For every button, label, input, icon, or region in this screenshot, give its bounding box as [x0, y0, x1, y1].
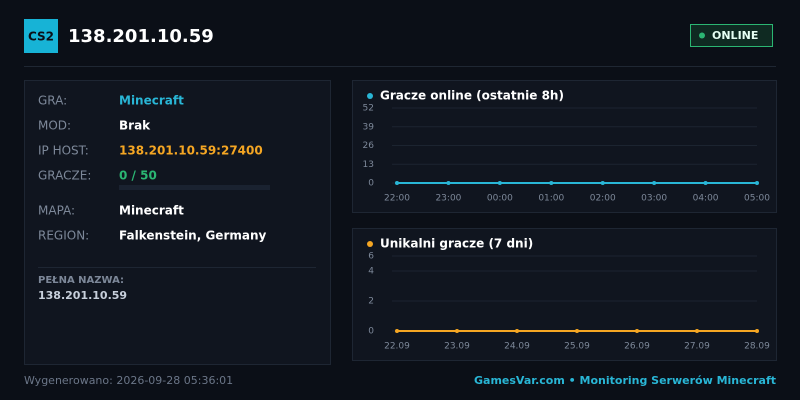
y-tick-label: 0 — [368, 179, 374, 189]
x-tick-label: 01:00 — [538, 194, 564, 204]
full-name-label: PEŁNA NAZWA: — [38, 275, 124, 286]
info-value: Minecraft — [119, 94, 184, 108]
point — [515, 329, 519, 333]
info-label: GRA: — [38, 94, 67, 108]
x-tick-label: 02:00 — [590, 194, 616, 204]
point — [395, 329, 399, 333]
footer-generated: Wygenerowano: 2026-09-28 05:36:01 — [24, 374, 233, 387]
point — [695, 329, 699, 333]
point — [652, 181, 657, 185]
info-label: GRACZE: — [38, 169, 91, 183]
status-text: ONLINE — [712, 29, 758, 42]
full-name-value: 138.201.10.59 — [38, 289, 127, 302]
point — [395, 181, 399, 185]
status-badge — [690, 24, 773, 47]
x-tick-label: 22:00 — [384, 194, 410, 204]
point — [575, 329, 579, 333]
y-tick-label: 6 — [368, 252, 374, 262]
title-dot — [367, 241, 373, 247]
info-label: REGION: — [38, 229, 89, 243]
x-tick-label: 24.09 — [504, 342, 530, 352]
chart-title: Gracze online (ostatnie 8h) — [380, 89, 564, 103]
info-value: Minecraft — [119, 204, 184, 218]
x-tick-label: 27.09 — [684, 342, 710, 352]
info-panel — [24, 80, 331, 365]
y-tick-label: 52 — [363, 104, 374, 114]
point — [446, 181, 451, 185]
chart-title: Unikalni gracze (7 dni) — [380, 237, 533, 251]
x-tick-label: 03:00 — [641, 194, 667, 204]
info-label: MOD: — [38, 119, 71, 133]
info-value: 138.201.10.59:27400 — [119, 144, 263, 158]
point — [703, 181, 708, 185]
y-tick-label: 2 — [368, 297, 374, 307]
point — [600, 181, 605, 185]
x-tick-label: 00:00 — [487, 194, 513, 204]
badge-text: CS2 — [28, 30, 54, 44]
info-value: 0 / 50 — [119, 169, 157, 183]
point — [455, 329, 459, 333]
x-tick-label: 05:00 — [744, 194, 770, 204]
x-tick-label: 26.09 — [624, 342, 650, 352]
point — [497, 181, 502, 185]
title-dot — [367, 93, 373, 99]
info-label: MAPA: — [38, 204, 75, 218]
info-value: Brak — [119, 119, 151, 133]
chart-panel — [352, 80, 777, 213]
point — [755, 329, 759, 333]
chart-panel — [352, 228, 777, 361]
point — [549, 181, 554, 185]
y-tick-label: 39 — [363, 122, 375, 132]
status-dot — [699, 32, 705, 39]
x-tick-label: 22.09 — [384, 342, 410, 352]
x-tick-label: 04:00 — [693, 194, 719, 204]
y-tick-label: 4 — [368, 267, 374, 277]
y-tick-label: 0 — [368, 327, 374, 337]
y-tick-label: 13 — [363, 160, 374, 170]
server-title: 138.201.10.59 — [68, 26, 214, 47]
game-badge — [24, 19, 58, 53]
point — [635, 329, 639, 333]
x-tick-label: 23:00 — [435, 194, 461, 204]
info-value: Falkenstein, Germany — [119, 229, 267, 243]
info-label: IP HOST: — [38, 144, 89, 158]
players-bar-track — [119, 185, 270, 190]
x-tick-label: 28.09 — [744, 342, 770, 352]
x-tick-label: 25.09 — [564, 342, 590, 352]
x-tick-label: 23.09 — [444, 342, 470, 352]
point — [755, 181, 759, 185]
y-tick-label: 26 — [363, 141, 375, 151]
footer-brand: GamesVar.com • Monitoring Serwerów Minec… — [474, 374, 776, 387]
